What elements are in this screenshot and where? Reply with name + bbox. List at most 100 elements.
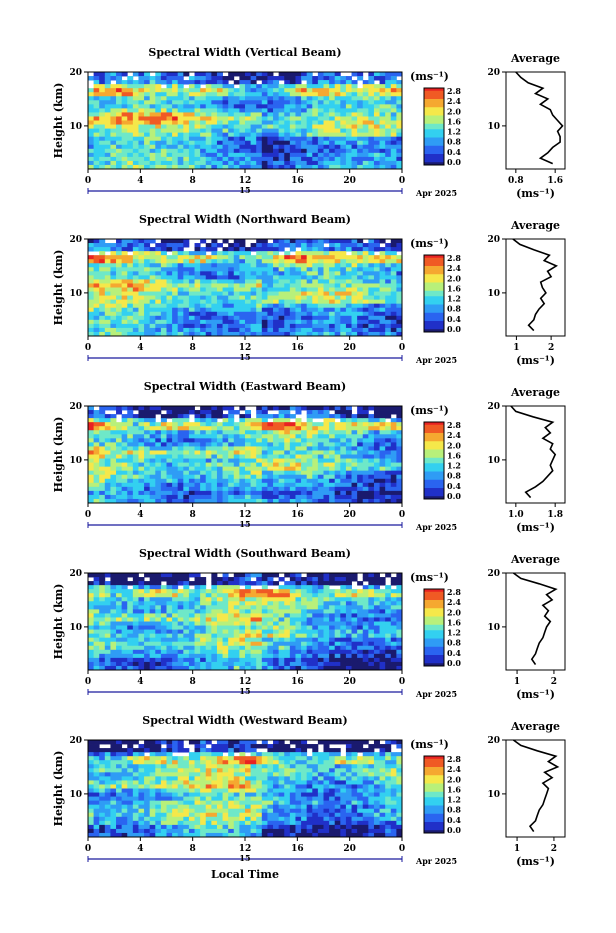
heatmap-cell: [223, 92, 229, 96]
heatmap-cell: [324, 320, 330, 324]
heatmap-cell: [391, 300, 397, 304]
heatmap-cell: [396, 324, 402, 328]
heatmap-cell: [284, 471, 290, 475]
heatmap-cell: [245, 434, 251, 438]
colorbar-tick-label: 2.8: [447, 253, 461, 263]
average-y-tick-label: 10: [487, 122, 500, 132]
heatmap-cell: [312, 255, 318, 259]
heatmap-cell: [105, 650, 111, 654]
heatmap-cell: [116, 133, 122, 137]
heatmap-cell: [363, 271, 369, 275]
heatmap-cell: [262, 137, 268, 141]
date-label: 15: [239, 352, 250, 362]
heatmap-cell: [178, 72, 184, 76]
heatmap-cell: [200, 430, 206, 434]
heatmap-cell: [94, 475, 100, 479]
heatmap-cell: [251, 267, 257, 271]
heatmap-cell: [239, 149, 245, 153]
heatmap-cell: [251, 300, 257, 304]
heatmap-cell: [110, 646, 116, 650]
heatmap-cell: [189, 642, 195, 646]
heatmap-cell: [312, 312, 318, 316]
colorbar-band: [424, 458, 444, 461]
heatmap-cell: [223, 609, 229, 613]
heatmap-cell: [88, 573, 94, 577]
heatmap-cell: [368, 84, 374, 88]
heatmap-cell: [380, 418, 386, 422]
heatmap-cell: [307, 141, 313, 145]
heatmap-cell: [318, 267, 324, 271]
heatmap-cell: [122, 638, 128, 642]
heatmap-cell: [262, 116, 268, 120]
heatmap-cell: [211, 577, 217, 581]
heatmap-cell: [301, 116, 307, 120]
heatmap-cell: [150, 434, 156, 438]
heatmap-cell: [161, 638, 167, 642]
heatmap-cell: [88, 267, 94, 271]
heatmap-cell: [110, 271, 116, 275]
heatmap-cell: [167, 116, 173, 120]
heatmap-cell: [312, 137, 318, 141]
heatmap-cell: [307, 324, 313, 328]
heatmap-cell: [116, 430, 122, 434]
heatmap-cell: [195, 288, 201, 292]
heatmap-cell: [262, 446, 268, 450]
heatmap-cells: [88, 406, 402, 503]
heatmap-cell: [161, 573, 167, 577]
heatmap-cell: [116, 638, 122, 642]
heatmap-cell: [167, 593, 173, 597]
heatmap-cell: [122, 320, 128, 324]
heatmap-cell: [116, 296, 122, 300]
heatmap-cell: [340, 104, 346, 108]
heatmap-cell: [206, 316, 212, 320]
heatmap-cell: [352, 145, 358, 149]
heatmap-cell: [189, 263, 195, 267]
heatmap-cell: [284, 630, 290, 634]
heatmap-cell: [178, 430, 184, 434]
heatmap-cell: [284, 316, 290, 320]
heatmap-cell: [211, 438, 217, 442]
heatmap-cell: [105, 100, 111, 104]
heatmap-cell: [127, 133, 133, 137]
heatmap-cell: [307, 479, 313, 483]
heatmap-cell: [279, 642, 285, 646]
heatmap-cell: [245, 495, 251, 499]
heatmap-cell: [200, 247, 206, 251]
heatmap-cell: [245, 622, 251, 626]
heatmap-cell: [273, 267, 279, 271]
heatmap-cell: [346, 259, 352, 263]
heatmap-cell: [116, 308, 122, 312]
heatmap-cell: [189, 491, 195, 495]
heatmap-cell: [329, 471, 335, 475]
heatmap-cell: [161, 251, 167, 255]
heatmap-cell: [267, 116, 273, 120]
heatmap-cell: [183, 475, 189, 479]
heatmap-cell: [318, 153, 324, 157]
colorbar-tick-label: 1.6: [447, 116, 461, 126]
heatmap-cell: [273, 634, 279, 638]
heatmap-cell: [256, 634, 262, 638]
colorbar-tick-label: 0.4: [447, 481, 461, 491]
heatmap-cell: [385, 84, 391, 88]
heatmap-cell: [346, 92, 352, 96]
heatmap-cell: [189, 133, 195, 137]
heatmap-cell: [183, 104, 189, 108]
heatmap-cell: [295, 92, 301, 96]
heatmap-cell: [279, 296, 285, 300]
heatmap-cell: [167, 153, 173, 157]
colorbar-band: [424, 272, 444, 275]
heatmap-cell: [251, 324, 257, 328]
heatmap-cell: [273, 434, 279, 438]
heatmap-cell: [217, 259, 223, 263]
heatmap-cell: [110, 267, 116, 271]
heatmap-cell: [346, 304, 352, 308]
heatmap-cell: [150, 662, 156, 666]
heatmap-cell: [295, 145, 301, 149]
heatmap-cell: [352, 255, 358, 259]
heatmap-cell: [256, 467, 262, 471]
heatmap-cell: [391, 483, 397, 487]
heatmap-cell: [396, 247, 402, 251]
heatmap-cell: [99, 316, 105, 320]
heatmap-cell: [155, 251, 161, 255]
heatmap-cell: [155, 471, 161, 475]
